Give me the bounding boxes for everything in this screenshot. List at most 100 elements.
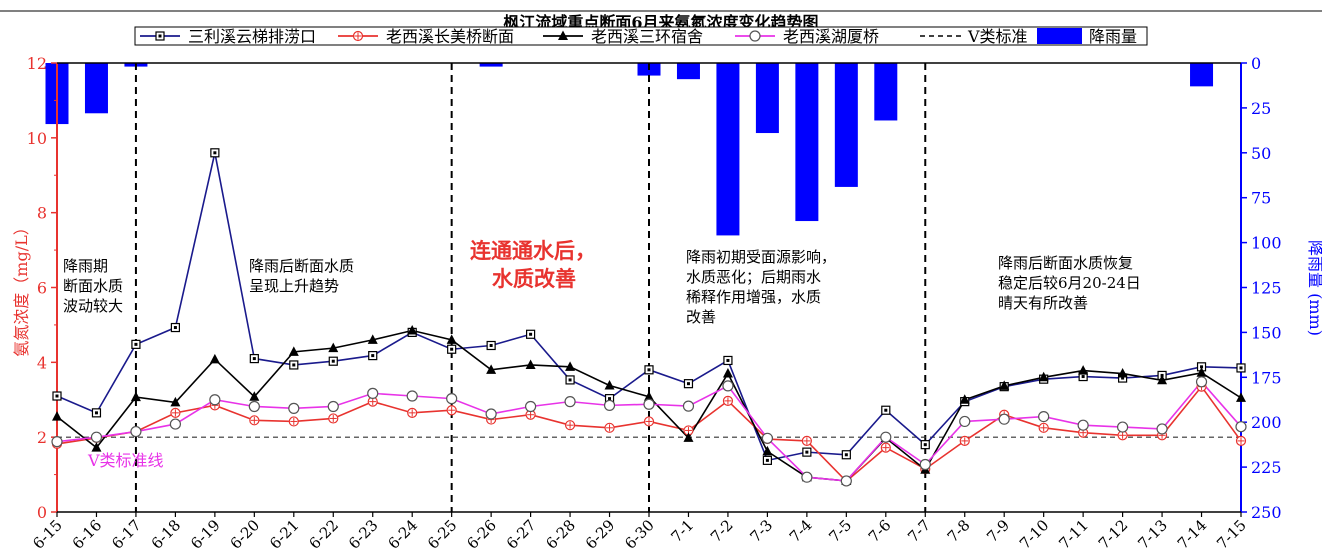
- x-tick-label: 6-16: [69, 516, 106, 553]
- data-point: [643, 398, 655, 410]
- marker-square-dot: [568, 378, 572, 382]
- marker-square-dot: [213, 151, 217, 155]
- data-point: [999, 380, 1010, 390]
- x-tick-label: 6-22: [306, 516, 343, 553]
- data-point: [367, 387, 379, 399]
- marker-triangle: [1196, 367, 1207, 377]
- data-point: [722, 380, 734, 392]
- marker-circle: [485, 408, 497, 420]
- data-point: [407, 325, 418, 335]
- data-point: [959, 394, 970, 404]
- x-tick-label: 7-12: [1095, 516, 1132, 553]
- marker-circle: [959, 415, 971, 428]
- y2-tick-label: 75: [1251, 189, 1271, 208]
- legend-marker: [352, 30, 364, 42]
- annotation-text: V类标准线: [87, 451, 164, 470]
- data-point: [328, 342, 339, 353]
- y2-tick-label: 175: [1251, 368, 1282, 387]
- legend-item: 三利溪云梯排涝口: [140, 27, 316, 46]
- marker-circle: [1038, 410, 1050, 423]
- marker-triangle: [644, 391, 654, 401]
- data-point: [1038, 410, 1050, 423]
- data-point: [368, 350, 378, 361]
- x-tick-label: 7-5: [825, 516, 855, 546]
- data-point: [959, 435, 970, 447]
- marker-circle: [1077, 419, 1089, 431]
- marker-triangle: [525, 359, 536, 369]
- data-point: [920, 440, 930, 450]
- marker-circle: [722, 380, 734, 392]
- data-point: [565, 361, 576, 371]
- x-tick-label: 6-28: [542, 516, 579, 553]
- marker-triangle: [683, 432, 694, 442]
- marker-triangle: [1157, 374, 1168, 385]
- y-tick-label: 10: [27, 129, 47, 148]
- data-point: [998, 413, 1010, 425]
- marker-square-dot: [94, 411, 98, 415]
- data-point: [249, 415, 260, 426]
- marker-triangle: [91, 442, 102, 452]
- annotation-text: 波动较大: [63, 297, 123, 315]
- rainfall-bar: [676, 63, 700, 80]
- y2-tick-label: 0: [1251, 54, 1261, 73]
- marker-circle: [801, 471, 813, 483]
- y2-axis-label: 降雨量 (mm): [1306, 240, 1322, 336]
- x-tick-label: 7-2: [707, 516, 737, 546]
- legend-label: 老西溪湖厦桥: [783, 27, 879, 46]
- annotation-text: 晴天有所改善: [998, 294, 1088, 312]
- legend-item: 降雨量: [1037, 27, 1137, 46]
- marker-square-dot: [805, 450, 809, 454]
- y2-tick-label: 25: [1251, 99, 1271, 118]
- y-tick-label: 12: [27, 54, 47, 73]
- legend-box: [134, 26, 1148, 46]
- data-point: [1038, 371, 1049, 382]
- y2-tick-label: 200: [1251, 413, 1282, 432]
- marker-circle: [130, 425, 142, 438]
- y-tick-label: 0: [37, 503, 47, 522]
- legend-marker: [749, 30, 761, 42]
- marker-triangle: [604, 380, 615, 390]
- data-point: [880, 442, 891, 453]
- marker-triangle: [999, 380, 1010, 390]
- data-point: [289, 360, 299, 370]
- marker-square-dot: [686, 382, 690, 386]
- data-point: [1038, 422, 1049, 433]
- data-point: [130, 425, 142, 438]
- annotation-text: 稳定后较6月20-24日: [998, 274, 1141, 292]
- data-point: [131, 339, 141, 349]
- rainfall-bar: [1190, 63, 1214, 87]
- marker-triangle: [407, 325, 418, 335]
- data-point: [169, 418, 181, 430]
- x-tick-label: 6-15: [29, 516, 66, 553]
- data-point: [525, 359, 536, 369]
- data-point: [603, 399, 616, 411]
- marker-triangle: [52, 411, 62, 421]
- data-point: [722, 395, 734, 406]
- rainfall-bar: [755, 63, 779, 134]
- marker-triangle: [170, 396, 181, 407]
- data-point: [170, 322, 180, 333]
- marker-square-dot: [489, 343, 493, 347]
- data-point: [564, 420, 576, 431]
- annotation-text: 断面水质: [63, 277, 123, 295]
- marker-triangle: [722, 368, 733, 378]
- data-point: [406, 390, 418, 402]
- marker-circle: [761, 432, 774, 444]
- marker-circle: [1235, 421, 1247, 433]
- data-point: [564, 396, 576, 408]
- marker-triangle: [367, 334, 378, 344]
- x-tick-label: 7-3: [746, 516, 776, 546]
- marker-triangle: [249, 391, 260, 401]
- data-point: [604, 380, 615, 390]
- x-tick-label: 6-30: [621, 516, 658, 553]
- marker-circle: [840, 475, 852, 487]
- marker-triangle: [288, 346, 299, 356]
- marker-circle: [524, 400, 537, 413]
- marker-circle: [248, 400, 260, 413]
- data-point: [52, 411, 62, 421]
- data-point: [90, 431, 103, 443]
- legend-label: 老西溪三环宿舍: [591, 27, 703, 46]
- data-point: [486, 364, 497, 374]
- data-point: [723, 355, 733, 366]
- data-point: [328, 356, 338, 366]
